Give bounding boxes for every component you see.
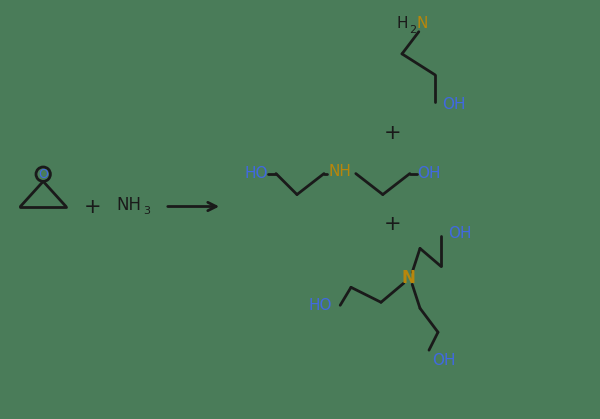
Text: 2: 2 bbox=[409, 25, 416, 35]
Text: +: + bbox=[384, 123, 402, 143]
Text: OH: OH bbox=[448, 226, 472, 241]
Text: O: O bbox=[38, 168, 48, 181]
Text: N: N bbox=[401, 269, 415, 287]
Text: 3: 3 bbox=[143, 206, 150, 216]
Text: +: + bbox=[84, 197, 102, 217]
Text: NH: NH bbox=[116, 197, 142, 214]
Text: OH: OH bbox=[432, 354, 456, 368]
Text: N: N bbox=[416, 16, 427, 31]
Text: NH: NH bbox=[329, 164, 352, 178]
Text: +: + bbox=[384, 215, 402, 235]
Text: H: H bbox=[396, 16, 408, 31]
Text: HO: HO bbox=[308, 298, 332, 313]
Text: HO: HO bbox=[244, 166, 268, 181]
Text: OH: OH bbox=[417, 166, 441, 181]
Text: OH: OH bbox=[442, 97, 466, 112]
